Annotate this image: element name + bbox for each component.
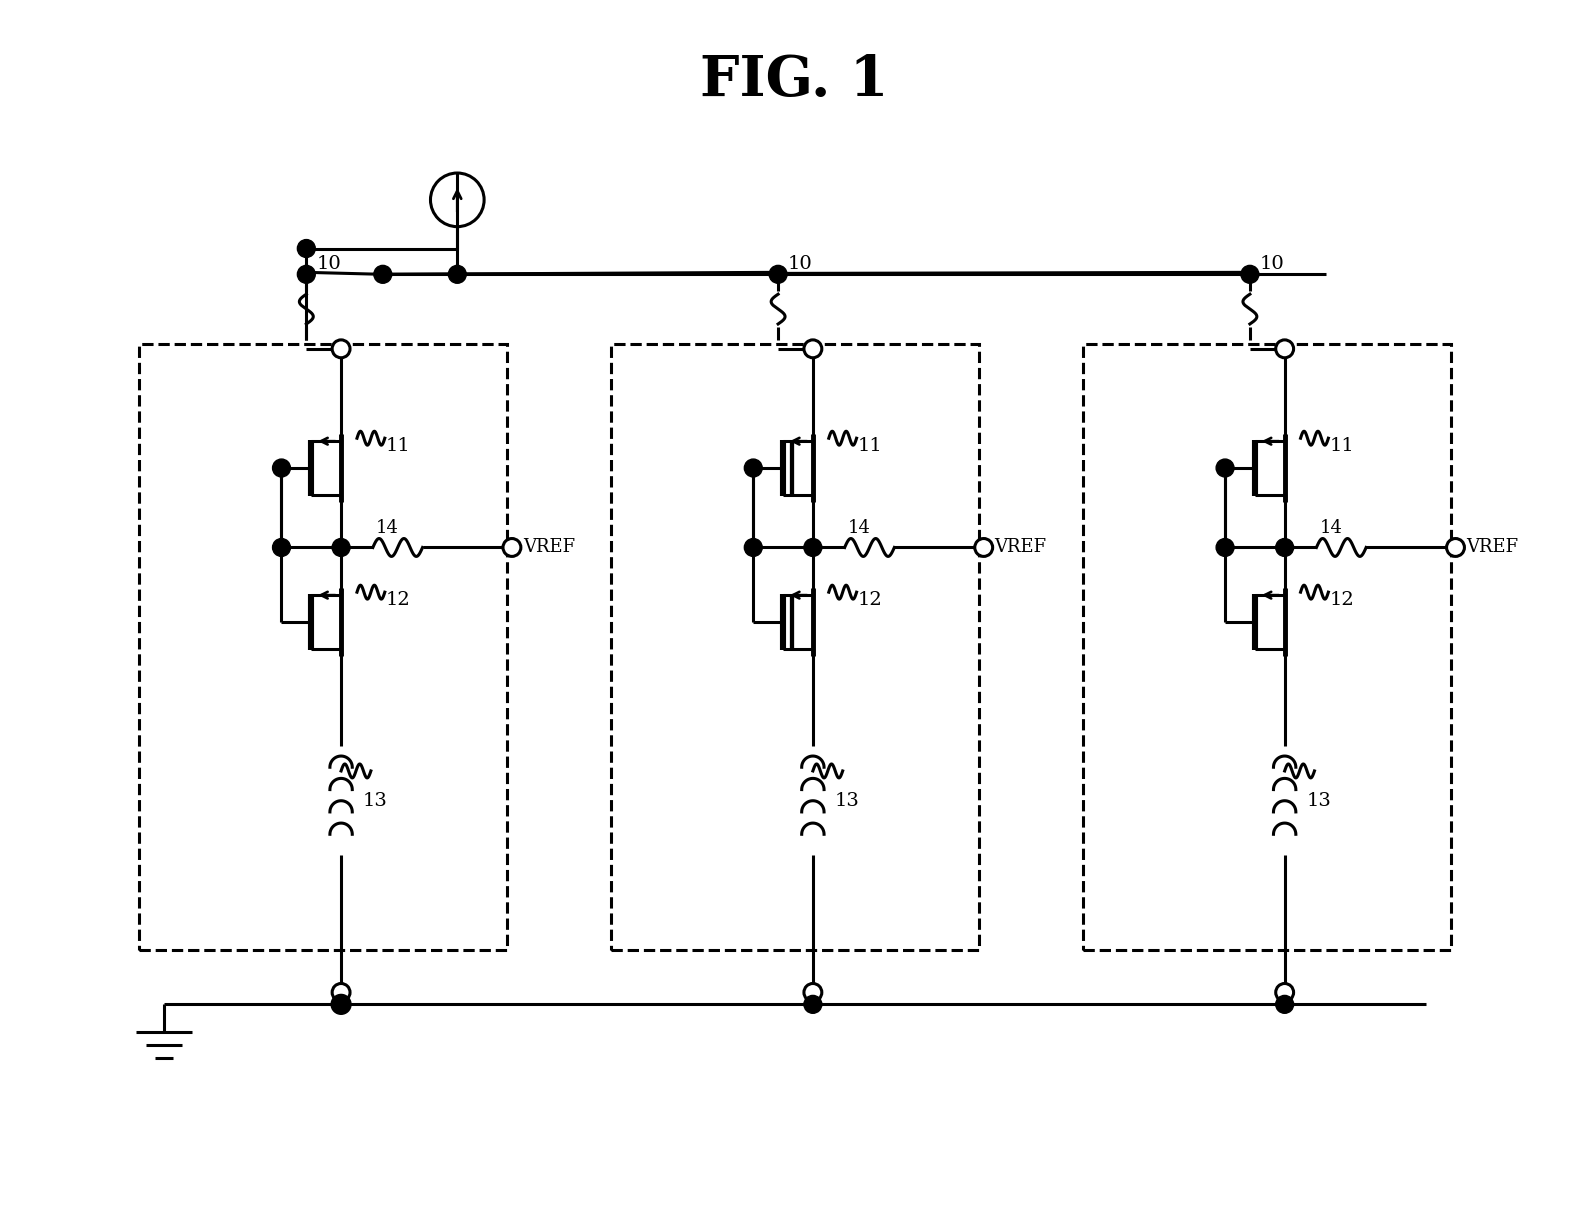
Circle shape (1276, 995, 1293, 1013)
Circle shape (331, 994, 351, 1014)
Circle shape (804, 995, 822, 1013)
Text: 14: 14 (1319, 519, 1343, 537)
Text: 12: 12 (858, 591, 882, 609)
Circle shape (744, 538, 763, 557)
Circle shape (431, 172, 485, 227)
Circle shape (332, 995, 350, 1013)
Circle shape (1241, 265, 1258, 283)
Circle shape (1216, 538, 1235, 557)
Circle shape (332, 340, 350, 357)
Circle shape (1276, 538, 1293, 557)
Text: 14: 14 (377, 519, 399, 537)
Text: 13: 13 (362, 792, 388, 809)
Circle shape (804, 983, 822, 1002)
Text: VREF: VREF (995, 538, 1047, 557)
Circle shape (1216, 460, 1235, 477)
Circle shape (974, 538, 993, 557)
Text: 11: 11 (858, 437, 882, 455)
Text: 10: 10 (1260, 255, 1284, 274)
Circle shape (332, 538, 350, 557)
Circle shape (504, 538, 521, 557)
Circle shape (1276, 340, 1293, 357)
Circle shape (1276, 983, 1293, 1002)
Circle shape (448, 265, 466, 283)
Text: 10: 10 (788, 255, 814, 274)
Circle shape (297, 239, 315, 257)
Circle shape (804, 538, 822, 557)
Circle shape (297, 265, 315, 283)
Text: 10: 10 (316, 255, 342, 274)
Text: 12: 12 (386, 591, 410, 609)
Text: FIG. 1: FIG. 1 (701, 53, 888, 108)
Text: 13: 13 (1306, 792, 1332, 809)
Circle shape (273, 538, 291, 557)
Circle shape (769, 265, 787, 283)
Circle shape (373, 265, 392, 283)
Circle shape (1446, 538, 1465, 557)
Text: 11: 11 (386, 437, 410, 455)
Text: VREF: VREF (1467, 538, 1519, 557)
Text: 11: 11 (1330, 437, 1354, 455)
Text: 14: 14 (847, 519, 871, 537)
Text: VREF: VREF (523, 538, 575, 557)
Circle shape (744, 460, 763, 477)
Circle shape (332, 983, 350, 1002)
Circle shape (804, 340, 822, 357)
Text: 13: 13 (834, 792, 860, 809)
Circle shape (273, 460, 291, 477)
Text: 12: 12 (1330, 591, 1354, 609)
